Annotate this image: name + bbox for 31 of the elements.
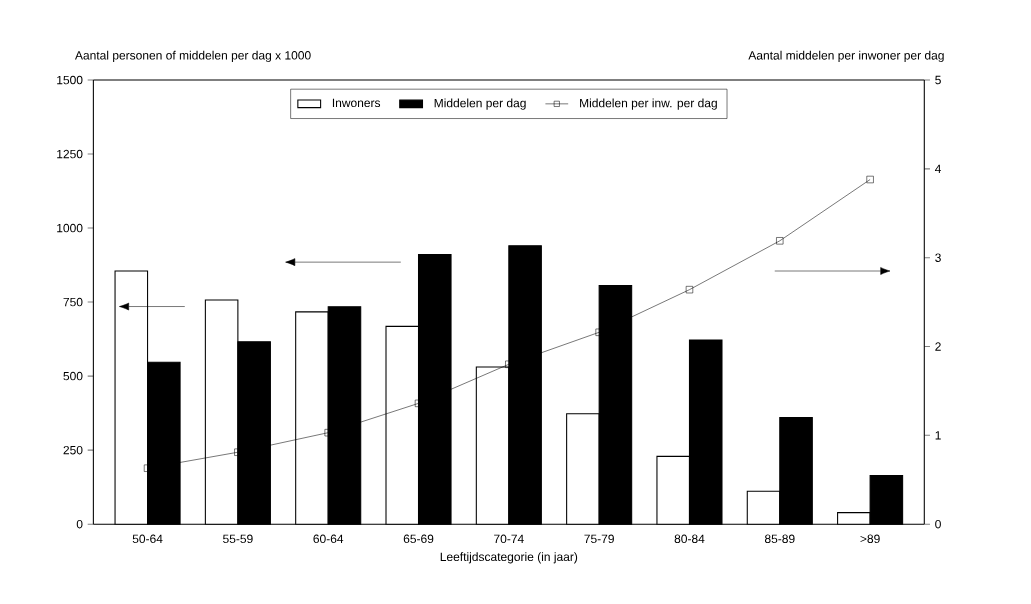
y2-axis-title: Aantal middelen per inwoner per dag — [748, 50, 944, 62]
point — [685, 285, 694, 294]
y-axis-title: Aantal personen of middelen per dag x 1000 — [74, 50, 311, 62]
y2-tick-label: 4 — [934, 164, 942, 173]
y2-tick-label: 5 — [935, 75, 941, 85]
y-tick-label: 500 — [63, 371, 83, 381]
x-tick-label: 65-69 — [403, 534, 434, 543]
x-tick-label: 85-89 — [764, 534, 795, 543]
legend-label: Inwoners — [332, 98, 381, 108]
y-tick-label: 1250 — [57, 149, 83, 159]
legend-label: Middelen per inw. per dag — [580, 98, 717, 110]
x-tick-label: 70-74 — [494, 534, 524, 543]
x-tick-label: 50-64 — [132, 534, 163, 543]
x-tick-label: 55-59 — [223, 534, 253, 543]
y-tick-label: 750 — [63, 297, 83, 307]
y-tick-label: 0 — [76, 519, 83, 529]
x-tick-label: 75-79 — [584, 534, 614, 543]
x-tick-label: >89 — [860, 534, 880, 543]
x-tick-label: 60-64 — [313, 534, 344, 543]
legend-label: Middelen per dag — [434, 98, 526, 110]
y-tick-label: 250 — [63, 445, 83, 455]
y-tick-label: 1000 — [57, 223, 83, 233]
point — [776, 237, 784, 245]
y2-tick-label: 2 — [935, 342, 941, 351]
y2-tick-label: 1 — [935, 431, 941, 440]
point — [866, 175, 874, 184]
x-axis-title: Leeftijdscategorie (in jaar) — [440, 552, 578, 564]
y2-tick-label: 3 — [935, 253, 941, 262]
y2-tick-label: 0 — [935, 519, 941, 529]
x-tick-label: 80-84 — [674, 534, 705, 543]
y-tick-label: 1500 — [57, 75, 83, 85]
